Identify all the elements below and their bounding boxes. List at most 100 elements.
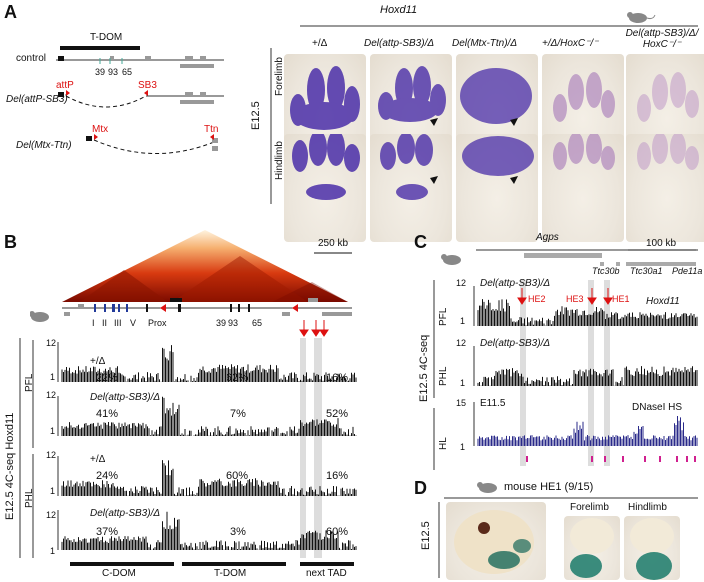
panel-d-letter: D — [414, 478, 427, 498]
b-geno-4: Del(attp-SB3)/Δ — [90, 508, 161, 519]
col-4: +/Δ/HoxC⁻/⁻ — [542, 38, 599, 49]
c-geno-1: Del(attp-SB3)/Δ — [480, 278, 551, 289]
b-geno-1: +/Δ — [90, 356, 106, 367]
dnase-tick — [604, 456, 606, 462]
c-enhancer-arrows — [517, 288, 613, 305]
c-tissue-hl: HL — [438, 437, 449, 450]
panel-d-stage: E12.5 — [420, 521, 432, 550]
gene-V: V — [130, 318, 137, 328]
col-1: +/Δ — [312, 38, 328, 49]
panel-c-axis-label: E12.5 4C-seq — [418, 334, 430, 402]
c-ymin-3: 1 — [460, 442, 466, 452]
b-cdom-4: 37% — [96, 526, 119, 538]
c-tissue-pfl: PFL — [438, 307, 449, 326]
panel-c-scale: 100 kb — [646, 238, 677, 249]
mouse-icon — [627, 12, 656, 23]
enhancer-arrows — [299, 320, 329, 337]
scale-bar — [314, 252, 352, 254]
c-geno-3: E11.5 — [480, 398, 506, 409]
panel-d-header — [444, 482, 698, 499]
b-cdom-3: 24% — [96, 470, 119, 482]
signal-trace — [57, 342, 357, 382]
b-tdom-2: 7% — [230, 408, 246, 420]
track-attp-label: Del(attP-SB3) — [6, 94, 68, 105]
domain-tdom: T-DOM — [214, 568, 247, 579]
attp-tag: attP — [56, 80, 74, 91]
d-view-forelimb: Forelimb — [570, 502, 609, 513]
b-ymin-2: 1 — [50, 426, 56, 436]
b-tdom-4: 3% — [230, 526, 246, 538]
photo-embryo — [446, 502, 546, 580]
b-ymin-4: 1 — [50, 546, 56, 556]
panel-b-gene-track — [62, 298, 352, 316]
c-ymax-3: 15 — [456, 398, 467, 408]
arrowhead-icon — [510, 118, 518, 126]
panel-a-header — [300, 12, 698, 27]
photo-hl-2 — [370, 134, 452, 242]
c-tissue-phl: PHL — [438, 366, 449, 386]
d-bracket — [438, 502, 440, 578]
enh-he1: HE1 — [612, 294, 630, 304]
hic-triangle — [62, 230, 348, 302]
b-mark-39: 39 — [216, 318, 227, 328]
c-ymin-1: 1 — [460, 316, 466, 326]
axis-bracket — [19, 338, 21, 558]
b-mark-65: 65 — [252, 318, 263, 328]
panel-c-letter: C — [414, 232, 427, 252]
mouse-icon — [477, 482, 497, 493]
panel-d-title: mouse HE1 (9/15) — [504, 481, 594, 493]
b-ymax-4: 12 — [46, 510, 57, 520]
b-geno-2: Del(attp-SB3)/Δ — [90, 392, 161, 403]
photo-hl-3 — [456, 134, 538, 242]
panel-b-4c-tracks — [57, 338, 357, 558]
c-ymax-2: 12 — [456, 338, 467, 348]
dnase-tick — [591, 456, 593, 462]
panel-b-scale: 250 kb — [318, 238, 349, 249]
b-ymax-1: 12 — [46, 338, 57, 348]
photo-hl-4 — [542, 134, 624, 242]
col-5: Del(attp-SB3)/Δ/ HoxC⁻/⁻ — [625, 28, 699, 50]
ttn-tag: Ttn — [204, 124, 219, 135]
gene-I: I — [92, 318, 95, 328]
signal-trace — [57, 456, 357, 496]
dnase-tick — [694, 456, 696, 462]
c-bait: Hoxd11 — [646, 296, 680, 307]
panel-a-letter: A — [4, 2, 17, 22]
signal-trace — [57, 396, 357, 436]
signal-trace — [57, 510, 357, 550]
b-mark-93: 93 — [228, 318, 239, 328]
enh-he3: HE3 — [566, 294, 584, 304]
d-view-hindlimb: Hindlimb — [628, 502, 667, 513]
panel-a-gene-header: Hoxd11 — [380, 4, 418, 16]
mouse-icon — [441, 254, 461, 265]
b-geno-3: +/Δ — [90, 454, 106, 465]
dnase-tick — [659, 456, 661, 462]
gene-pde11a: Pde11a — [672, 266, 703, 276]
photo-hl-5 — [626, 134, 704, 242]
gene-III: III — [114, 318, 122, 328]
col-2: Del(attp-SB3)/Δ — [364, 38, 435, 49]
arrowhead-icon — [430, 118, 438, 126]
c-dnase-title: DNaseI HS — [632, 402, 683, 413]
signal-trace — [473, 402, 698, 446]
b-ymin-3: 1 — [50, 486, 56, 496]
dnase-tick — [644, 456, 646, 462]
domain-next: next TAD — [306, 568, 347, 579]
domain-cdom: C-DOM — [102, 568, 136, 579]
c-ymax-1: 12 — [456, 278, 467, 288]
mtx-tag: Mtx — [92, 124, 109, 135]
b-next-2: 52% — [326, 408, 349, 420]
domain-bars — [70, 562, 354, 566]
mark-65: 65 — [122, 67, 133, 77]
dnase-tick — [686, 456, 688, 462]
c-geno-2: Del(attp-SB3)/Δ — [480, 338, 551, 349]
b-next-4: 60% — [326, 526, 349, 538]
track-control-label: control — [16, 53, 47, 64]
panel-b-axis-label: E12.5 4C-seq Hoxd11 — [4, 413, 16, 520]
c-ymin-2: 1 — [460, 378, 466, 388]
b-ymin-1: 1 — [50, 372, 56, 382]
signal-trace — [473, 286, 698, 326]
arrowhead-icon — [510, 176, 518, 184]
photo-d-forelimb — [564, 516, 620, 580]
